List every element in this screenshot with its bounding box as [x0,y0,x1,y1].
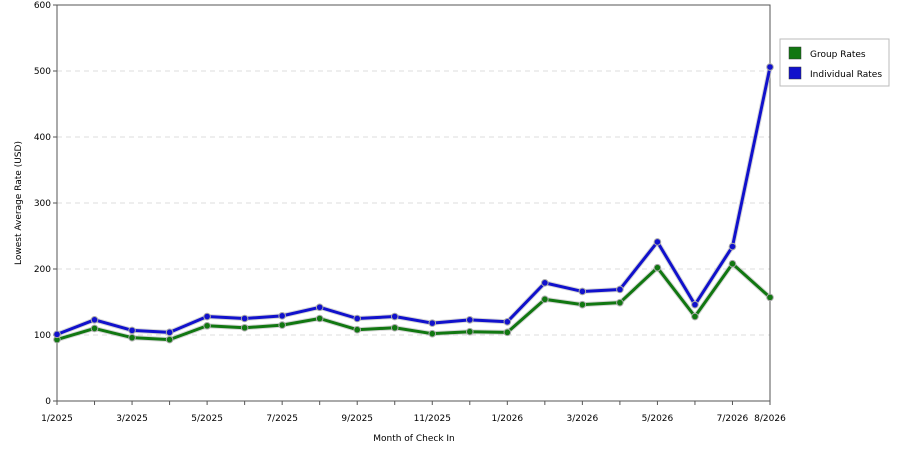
data-point [315,314,324,323]
data-point [766,293,774,302]
series-line-shadow [56,66,773,337]
x-tick-label: 11/2025 [414,414,451,424]
data-point [240,314,249,323]
y-axis-ticks: 0 100 200 300 400 500 600 [34,1,57,407]
x-tick-label: 8/2026 [754,414,786,424]
x-tick-label: 1/2025 [41,414,73,424]
y-tick-label: 0 [45,397,51,407]
legend: Group Rates Individual Rates [779,38,890,87]
x-tick-label: 7/2025 [266,414,298,424]
data-point [465,316,474,324]
series-individual-rates [53,63,774,339]
data-point [165,328,174,337]
data-point [766,63,774,71]
data-point [390,323,399,332]
data-point [465,327,474,336]
y-tick-label: 400 [34,133,51,143]
data-point [578,300,587,309]
series-lines [53,63,774,344]
x-tick-label: 1/2026 [491,414,523,424]
x-tick-label: 5/2025 [191,414,223,424]
data-point [53,330,61,339]
data-point [165,335,174,344]
data-point [616,285,624,294]
x-tick-label: 9/2025 [341,414,373,424]
data-point [278,312,286,320]
data-point [278,321,286,329]
data-point [390,312,399,321]
data-point [541,295,549,304]
data-point [541,279,549,287]
data-point [353,325,362,334]
grid-lines [57,70,770,336]
x-tick-label: 7/2026 [717,414,749,424]
y-tick-label: 100 [34,331,51,341]
series-line [56,262,772,342]
y-tick-label: 200 [34,265,51,275]
series-group-rates [53,259,774,344]
data-point [428,329,437,338]
x-axis-title: Month of Check In [373,434,455,444]
legend-label: Individual Rates [810,70,882,80]
data-point [428,319,437,327]
y-axis-title: Lowest Average Rate (USD) [14,141,24,265]
data-point [203,312,211,321]
data-point [503,318,512,326]
x-tick-label: 3/2026 [567,414,599,424]
x-tick-label: 3/2025 [116,414,148,424]
data-point [315,303,324,312]
y-tick-label: 500 [34,67,51,77]
data-point [728,259,737,268]
data-point [578,287,587,296]
x-tick-label: 5/2026 [642,414,674,424]
data-point [691,300,699,309]
legend-swatch [788,66,802,80]
data-point [653,263,662,272]
x-axis-ticks: 1/2025 3/2025 5/2025 7/2025 9/2025 11/2025 1/2… [41,401,786,424]
data-point [203,321,211,330]
data-point [90,324,99,333]
data-point [503,328,512,337]
data-point [653,238,662,246]
legend-swatch [788,46,802,60]
data-point [691,312,699,321]
y-tick-label: 600 [34,1,51,11]
data-point [240,323,249,332]
data-point [128,333,136,342]
legend-label: Group Rates [810,50,866,60]
data-point [353,314,362,323]
data-point [728,242,737,251]
data-point [128,326,136,335]
y-tick-label: 300 [34,199,51,209]
data-point [616,298,624,307]
series-line [56,66,772,336]
data-point [90,316,99,324]
